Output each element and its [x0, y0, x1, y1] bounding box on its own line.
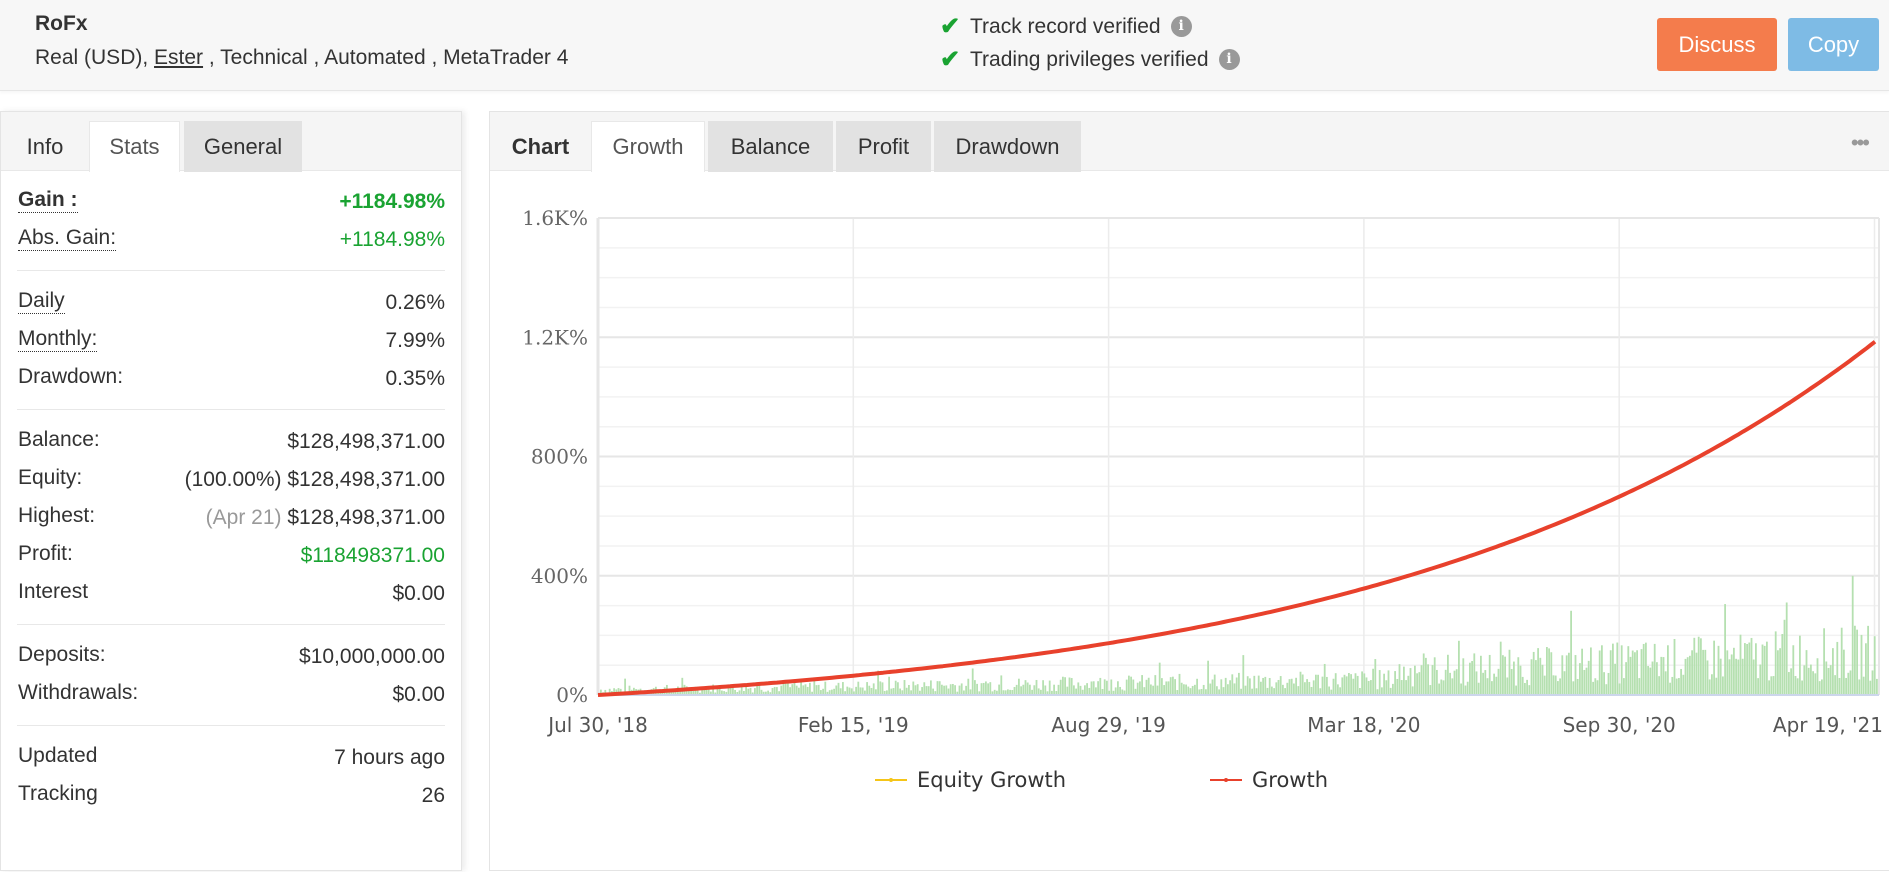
daily-value: 0.26%: [385, 291, 445, 314]
discuss-button[interactable]: Discuss: [1657, 18, 1777, 71]
highest-value: (Apr 21) $128,498,371.00: [206, 506, 445, 530]
tab-balance[interactable]: Balance: [708, 121, 833, 172]
monthly-label[interactable]: Monthly:: [18, 327, 98, 352]
growth-chart[interactable]: 0% 400% 800% 1.2K% 1.6K% Jul 30, '18 Feb 15, '…: [490, 172, 1889, 872]
equity-growth-legend-icon: [875, 778, 907, 782]
drawdown-value: 0.35%: [385, 367, 445, 390]
legend-equity-growth[interactable]: Equity Growth: [875, 768, 1066, 792]
balance-label: Balance:: [18, 428, 100, 451]
highest-date: (Apr 21): [205, 506, 282, 529]
stats-list: Gain : +1184.98% Abs. Gain: +1184.98% Da…: [17, 182, 445, 814]
interest-label: Interest: [18, 580, 89, 603]
tab-stats[interactable]: Stats: [89, 121, 180, 172]
divider: [17, 725, 445, 726]
tab-profit[interactable]: Profit: [836, 121, 931, 172]
growth-legend-icon: [1210, 778, 1242, 782]
equity-amount: $128,498,371.00: [287, 468, 445, 491]
chart-panel: Chart Growth Balance Profit Drawdown •••…: [489, 111, 1889, 871]
stats-tabs: Info Stats General: [1, 112, 461, 172]
more-options-icon[interactable]: •••: [1850, 130, 1870, 155]
stats-panel: Info Stats General Gain : +1184.98% Abs.…: [0, 111, 462, 871]
svg-text:1.6K%: 1.6K%: [522, 206, 588, 230]
copy-button[interactable]: Copy: [1788, 18, 1879, 71]
trading-privileges-verified: ✔ Trading privileges verified i: [940, 45, 1240, 74]
updated-label: Updated: [18, 744, 98, 767]
balance-value: $128,498,371.00: [287, 430, 445, 453]
stat-balance: Balance: $128,498,371.00: [17, 422, 445, 460]
stat-withdrawals: Withdrawals: $0.00: [17, 675, 445, 713]
equity-label: Equity:: [18, 466, 83, 489]
deposits-value: $10,000,000.00: [299, 645, 445, 668]
tab-drawdown[interactable]: Drawdown: [934, 121, 1081, 172]
stat-daily: Daily 0.26%: [17, 283, 445, 321]
svg-text:Jul 30, '18: Jul 30, '18: [546, 713, 648, 737]
stat-abs-gain: Abs. Gain: +1184.98%: [17, 220, 445, 258]
legend-label: Growth: [1252, 768, 1329, 792]
svg-text:Mar 18, '20: Mar 18, '20: [1307, 713, 1420, 737]
svg-text:800%: 800%: [531, 445, 588, 469]
tab-general[interactable]: General: [184, 121, 302, 172]
equity-percent: (100.00%): [184, 468, 282, 491]
stat-monthly: Monthly: 7.99%: [17, 321, 445, 359]
stat-highest: Highest: (Apr 21) $128,498,371.00: [17, 498, 445, 536]
profit-value: $118498371.00: [300, 544, 445, 567]
gain-value: +1184.98%: [339, 190, 445, 213]
tracking-value: 26: [421, 784, 445, 807]
withdrawals-label: Withdrawals:: [18, 681, 139, 704]
divider: [17, 270, 445, 271]
stat-updated: Updated 7 hours ago: [17, 738, 445, 776]
track-record-label: Track record verified: [970, 14, 1161, 38]
system-tags: , Technical , Automated , MetaTrader 4: [203, 46, 569, 69]
chart-tabs-label: Chart: [511, 133, 570, 159]
abs-gain-label[interactable]: Abs. Gain:: [18, 226, 117, 251]
stat-drawdown: Drawdown: 0.35%: [17, 359, 445, 397]
account-type: Real (USD),: [35, 46, 155, 69]
legend-label: Equity Growth: [917, 768, 1067, 792]
updated-value: 7 hours ago: [334, 746, 445, 769]
info-icon[interactable]: i: [1218, 49, 1240, 70]
tab-info[interactable]: Info: [26, 133, 64, 159]
broker-link[interactable]: Ester: [154, 46, 204, 69]
trading-privileges-label: Trading privileges verified: [970, 47, 1209, 71]
svg-text:1.2K%: 1.2K%: [522, 325, 588, 349]
svg-text:Feb 15, '19: Feb 15, '19: [798, 713, 909, 737]
drawdown-label: Drawdown:: [18, 365, 124, 388]
highest-amount: $128,498,371.00: [287, 506, 445, 529]
svg-text:400%: 400%: [531, 564, 588, 588]
stat-deposits: Deposits: $10,000,000.00: [17, 637, 445, 675]
deposits-label: Deposits:: [18, 643, 106, 666]
chart-tabs: Chart Growth Balance Profit Drawdown •••: [490, 112, 1889, 172]
withdrawals-value: $0.00: [392, 683, 445, 706]
highest-label: Highest:: [18, 504, 96, 527]
stat-profit: Profit: $118498371.00: [17, 536, 445, 574]
system-subtitle: Real (USD), Ester , Technical , Automate…: [35, 46, 568, 70]
tab-growth[interactable]: Growth: [591, 121, 705, 172]
track-record-verified: ✔ Track record verified i: [940, 12, 1192, 41]
info-icon[interactable]: i: [1170, 16, 1192, 37]
interest-value: $0.00: [392, 582, 445, 605]
system-header: RoFx Real (USD), Ester , Technical , Aut…: [0, 0, 1889, 91]
profit-label: Profit:: [18, 542, 73, 565]
equity-value: (100.00%) $128,498,371.00: [185, 468, 445, 492]
gain-label[interactable]: Gain :: [18, 188, 78, 213]
svg-text:0%: 0%: [556, 683, 588, 707]
daily-label[interactable]: Daily: [18, 289, 65, 314]
svg-text:Aug 29, '19: Aug 29, '19: [1051, 713, 1166, 737]
tracking-label: Tracking: [18, 782, 98, 805]
legend-growth[interactable]: Growth: [1210, 768, 1328, 792]
stat-tracking: Tracking 26: [17, 776, 445, 814]
stat-gain: Gain : +1184.98%: [17, 182, 445, 220]
stat-equity: Equity: (100.00%) $128,498,371.00: [17, 460, 445, 498]
divider: [17, 409, 445, 410]
stat-interest: Interest $0.00: [17, 574, 445, 612]
check-icon: ✔: [940, 46, 961, 73]
check-icon: ✔: [940, 13, 961, 40]
svg-text:Sep 30, '20: Sep 30, '20: [1563, 713, 1676, 737]
monthly-value: 7.99%: [385, 329, 445, 352]
abs-gain-value: +1184.98%: [339, 228, 445, 251]
svg-text:Apr 19, '21: Apr 19, '21: [1773, 713, 1883, 737]
system-name: RoFx: [35, 12, 88, 35]
divider: [17, 624, 445, 625]
